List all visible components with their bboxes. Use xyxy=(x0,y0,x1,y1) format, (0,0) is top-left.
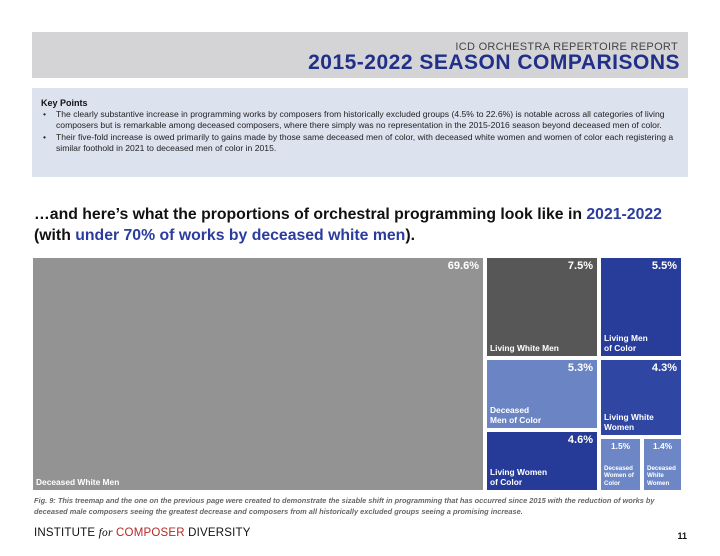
treemap-category-label: Living White Women xyxy=(604,412,654,432)
treemap-value-label: 4.6% xyxy=(567,434,593,446)
headline-emphasis: under 70% of works by deceased white men xyxy=(75,227,406,244)
bullet-icon: • xyxy=(43,109,47,119)
key-point-item: • Their five-fold increase is owed prima… xyxy=(41,132,674,155)
treemap-cell: 5.3% Deceased Men of Color xyxy=(487,360,597,428)
brand-for: for xyxy=(98,527,113,539)
brand-text: INSTITUTE xyxy=(34,527,99,539)
report-subtitle: ICD ORCHESTRA REPERTOIRE REPORT xyxy=(455,41,678,53)
treemap-value-label: 5.3% xyxy=(567,362,593,374)
treemap-cell: 4.6% Living Women of Color xyxy=(487,432,597,490)
key-point-item: • The clearly substantive increase in pr… xyxy=(41,109,674,132)
figure-caption: Fig. 9: This treemap and the one on the … xyxy=(34,496,655,516)
brand-diversity: DIVERSITY xyxy=(184,527,251,539)
key-point-text: Their five-fold increase is owed primari… xyxy=(56,131,674,153)
report-title: 2015-2022 SEASON COMPARISONS xyxy=(308,51,680,74)
treemap-cell: 5.5% Living Men of Color xyxy=(601,258,681,356)
brand-composer: COMPOSER xyxy=(112,527,185,539)
headline-season: 2021-2022 xyxy=(586,206,662,223)
key-points-list: • The clearly substantive increase in pr… xyxy=(41,109,674,154)
treemap-value-label: 69.6% xyxy=(447,260,479,272)
treemap-category-label: Living White Men xyxy=(490,343,559,353)
treemap-category-label: Living Women of Color xyxy=(490,467,548,487)
key-points-heading: Key Points xyxy=(41,98,88,108)
treemap-cell: 7.5% Living White Men xyxy=(487,258,597,356)
treemap-cell: 69.6% Deceased White Men xyxy=(33,258,483,490)
treemap-category-label: Living Men of Color xyxy=(604,333,648,353)
treemap-cell: 4.3% Living White Women xyxy=(601,360,681,435)
treemap-category-label: Deceased Men of Color xyxy=(490,405,542,425)
treemap-value-label: 4.3% xyxy=(651,362,677,374)
key-point-text: The clearly substantive increase in prog… xyxy=(56,109,665,131)
treemap-value-label: 1.4% xyxy=(652,441,673,451)
treemap-cell: 1.4% Deceased White Women xyxy=(644,439,681,490)
treemap-cell: 1.5% Deceased Women of Color xyxy=(601,439,640,490)
headline-text: (with xyxy=(34,227,76,244)
treemap-value-label: 5.5% xyxy=(651,260,677,272)
institute-logo-text: INSTITUTE for COMPOSER DIVERSITY xyxy=(34,527,251,539)
treemap-category-label: Deceased White Men xyxy=(36,477,120,487)
bullet-icon: • xyxy=(43,131,47,142)
treemap-category-label: Deceased White Women xyxy=(647,464,676,487)
page-number: 11 xyxy=(677,531,687,541)
section-headline: …and here’s what the proportions of orch… xyxy=(34,204,694,246)
treemap-value-label: 1.5% xyxy=(610,441,631,451)
report-header: ICD ORCHESTRA REPERTOIRE REPORT 2015-202… xyxy=(32,32,688,78)
headline-text: ). xyxy=(405,227,415,244)
treemap-value-label: 7.5% xyxy=(567,260,593,272)
treemap-category-label: Deceased Women of Color xyxy=(604,464,634,487)
key-points-box: Key Points • The clearly substantive inc… xyxy=(32,88,688,177)
headline-text: …and here’s what the proportions of orch… xyxy=(34,206,587,223)
